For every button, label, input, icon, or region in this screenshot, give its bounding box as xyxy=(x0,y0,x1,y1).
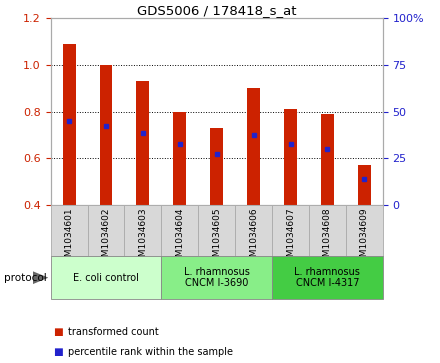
Text: E. coli control: E. coli control xyxy=(73,273,139,283)
Bar xyxy=(51,205,88,256)
Text: GSM1034604: GSM1034604 xyxy=(175,208,184,268)
Bar xyxy=(321,114,334,205)
Bar xyxy=(161,256,272,299)
Bar xyxy=(358,166,371,205)
Text: percentile rank within the sample: percentile rank within the sample xyxy=(68,347,233,357)
Bar xyxy=(284,109,297,205)
Text: ■: ■ xyxy=(53,347,62,357)
Bar xyxy=(173,112,186,205)
Text: protocol: protocol xyxy=(4,273,47,283)
Text: ■: ■ xyxy=(53,327,62,337)
Bar xyxy=(235,205,272,256)
Text: L. rhamnosus
CNCM I-4317: L. rhamnosus CNCM I-4317 xyxy=(294,267,360,289)
Title: GDS5006 / 178418_s_at: GDS5006 / 178418_s_at xyxy=(137,4,297,17)
Text: GSM1034609: GSM1034609 xyxy=(360,208,369,268)
Bar xyxy=(161,205,198,256)
Bar xyxy=(88,205,125,256)
Text: GSM1034606: GSM1034606 xyxy=(249,208,258,268)
Text: L. rhamnosus
CNCM I-3690: L. rhamnosus CNCM I-3690 xyxy=(184,267,249,289)
Bar xyxy=(346,205,383,256)
Text: GSM1034601: GSM1034601 xyxy=(65,208,73,268)
Bar xyxy=(125,205,161,256)
Bar xyxy=(247,88,260,205)
Text: GSM1034605: GSM1034605 xyxy=(212,208,221,268)
Bar xyxy=(99,65,113,205)
Bar xyxy=(198,205,235,256)
Text: GSM1034608: GSM1034608 xyxy=(323,208,332,268)
Bar xyxy=(272,256,383,299)
Polygon shape xyxy=(33,271,48,284)
Bar xyxy=(210,128,223,205)
Bar xyxy=(51,256,161,299)
Bar xyxy=(272,205,309,256)
Text: GSM1034602: GSM1034602 xyxy=(102,208,110,268)
Bar xyxy=(136,81,149,205)
Text: GSM1034607: GSM1034607 xyxy=(286,208,295,268)
Bar xyxy=(309,205,346,256)
Text: GSM1034603: GSM1034603 xyxy=(138,208,147,268)
Text: transformed count: transformed count xyxy=(68,327,159,337)
Bar xyxy=(62,44,76,205)
